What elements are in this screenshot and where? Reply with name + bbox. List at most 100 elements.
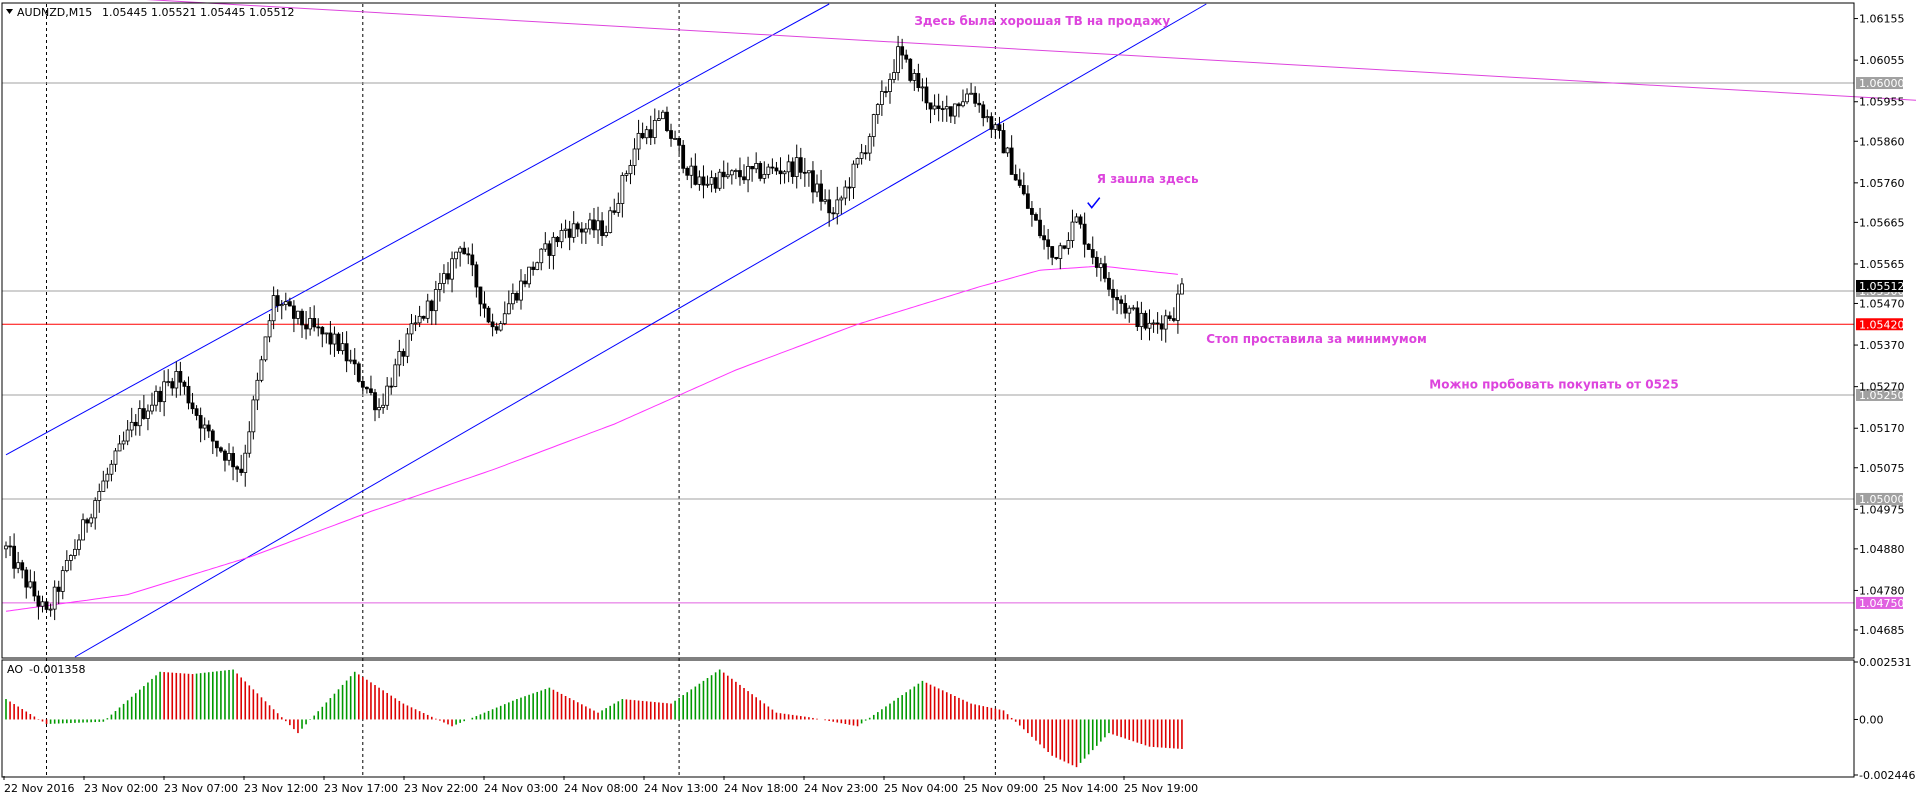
candle-body — [535, 262, 540, 270]
candle-body — [482, 303, 487, 309]
candle-body — [661, 111, 665, 120]
price-tick-label-7: 1.05470 — [1859, 297, 1905, 310]
candle-body — [823, 199, 828, 202]
candle-body — [133, 421, 138, 427]
candle-body — [782, 171, 787, 175]
candle-body — [786, 161, 791, 173]
price-level-tag-text-2: 1.05420 — [1859, 318, 1905, 331]
candle-body — [997, 124, 1002, 131]
candle-body — [409, 323, 414, 335]
candle-body — [806, 170, 811, 174]
candle-body — [16, 562, 21, 569]
candle-body — [1135, 307, 1140, 327]
candle-body — [48, 608, 53, 611]
candle-body — [640, 132, 645, 139]
candle-body — [1042, 235, 1046, 241]
candle-body — [957, 103, 961, 107]
candle-body — [1017, 179, 1022, 186]
candle-body — [279, 304, 284, 307]
ao-value-label: -0.001358 — [29, 663, 85, 676]
candle-body — [1025, 193, 1030, 209]
candle-body — [52, 586, 57, 610]
candle-body — [952, 103, 957, 117]
trendlines — [5, 0, 1916, 658]
candle-body — [154, 390, 158, 406]
candle-body — [506, 303, 511, 315]
candle-body — [316, 326, 321, 329]
candlestick-series — [4, 35, 1184, 621]
candle-body — [1070, 221, 1075, 241]
candle-body — [770, 166, 775, 169]
price-tick-label-9: 1.05270 — [1859, 381, 1905, 394]
candle-body — [162, 381, 167, 403]
candle-body — [1066, 240, 1071, 249]
ao-axis: 0.002531 0.00 -0.002446 — [1854, 656, 1915, 782]
candle-body — [227, 453, 231, 461]
price-tick-label-12: 1.04975 — [1859, 503, 1905, 516]
ao-tick-label-2: -0.002446 — [1859, 769, 1915, 782]
candle-body — [652, 119, 657, 138]
price-tick-label-15: 1.04685 — [1859, 624, 1905, 637]
candle-body — [547, 243, 552, 256]
candle-body — [1111, 288, 1115, 298]
candle-body — [1090, 249, 1095, 258]
candle-body — [940, 108, 945, 110]
candle-body — [685, 167, 690, 176]
dropdown-arrow-icon[interactable] — [6, 9, 13, 14]
candle-body — [705, 183, 710, 186]
candle-body — [648, 129, 653, 138]
candle-body — [20, 562, 25, 571]
candle-body — [981, 104, 986, 119]
candle-body — [36, 595, 41, 607]
candle-body — [579, 228, 584, 233]
candle-body — [1082, 223, 1087, 245]
candle-body — [1107, 277, 1111, 290]
price-level-tag-0 — [1856, 77, 1903, 90]
candle-body — [969, 92, 973, 95]
candle-body — [888, 79, 892, 92]
candle-body — [405, 333, 410, 357]
candle-body — [774, 167, 779, 172]
candle-body — [113, 450, 118, 465]
candle-body — [985, 116, 990, 119]
candle-body — [340, 343, 345, 352]
candle-body — [186, 385, 191, 404]
candle-body — [1127, 307, 1132, 314]
candle-body — [320, 326, 325, 335]
candle-body — [56, 586, 61, 592]
candle-body — [437, 283, 442, 290]
candle-body — [401, 351, 406, 357]
candle-body — [271, 295, 276, 322]
candle-body — [494, 326, 499, 331]
candle-body — [1013, 174, 1018, 181]
candle-body — [287, 301, 292, 307]
candle-body — [551, 236, 556, 256]
candle-body — [1155, 322, 1160, 325]
price-level-tag-text-5: 1.04750 — [1859, 597, 1905, 610]
candle-body — [101, 480, 106, 492]
candle-body — [275, 295, 280, 307]
candle-body — [381, 404, 386, 408]
candle-body — [892, 72, 896, 80]
candle-body — [360, 380, 365, 388]
price-level-tag-3 — [1856, 388, 1903, 401]
candle-body — [344, 343, 349, 362]
candle-body — [190, 402, 195, 410]
candle-body — [754, 163, 759, 170]
candle-body — [531, 266, 536, 270]
price-tick-label-11: 1.05075 — [1859, 462, 1905, 475]
candle-body — [932, 105, 937, 110]
annotation-text-3: Можно пробовать покупать от 0525 — [1429, 378, 1678, 392]
candle-body — [571, 223, 576, 238]
price-tick-label-2: 1.05955 — [1859, 96, 1905, 109]
candle-body — [81, 519, 85, 541]
candle-body — [863, 152, 868, 155]
candle-body — [1180, 283, 1184, 295]
candle-body — [502, 313, 507, 324]
price-tick-label-13: 1.04880 — [1859, 543, 1905, 556]
candle-body — [559, 230, 564, 243]
candle-body — [239, 468, 244, 473]
candle-body — [867, 136, 872, 154]
candle-body — [912, 73, 917, 81]
